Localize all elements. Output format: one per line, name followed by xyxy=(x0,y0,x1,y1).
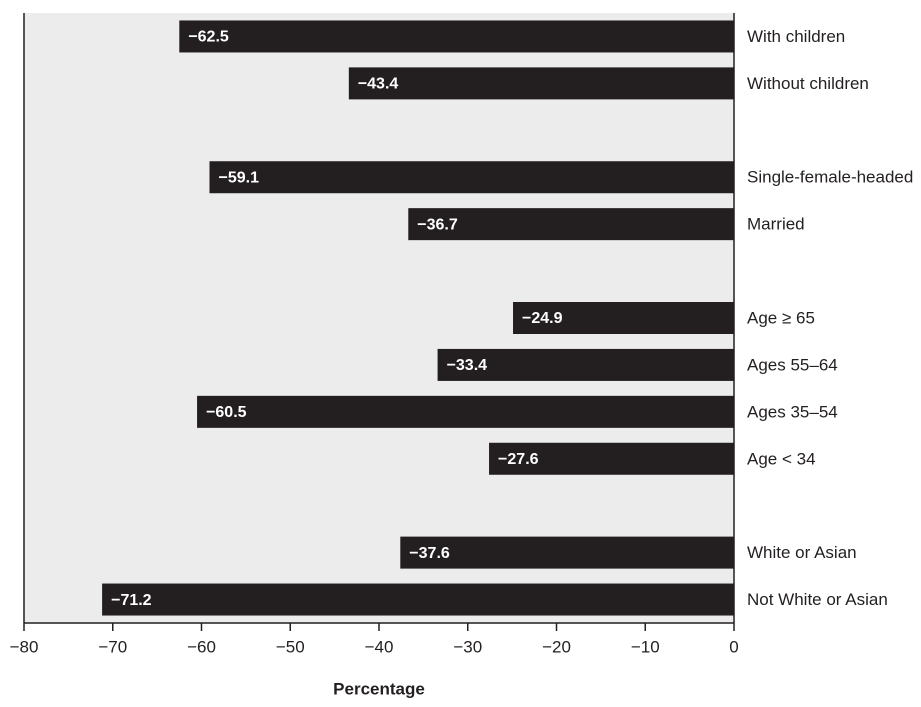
x-tick-label: −70 xyxy=(98,637,127,656)
value-label: −27.6 xyxy=(498,451,539,468)
bar xyxy=(437,348,734,381)
x-axis-title: Percentage xyxy=(333,679,425,698)
value-label: −36.7 xyxy=(417,216,458,233)
x-tick-label: −60 xyxy=(187,637,216,656)
category-label: Married xyxy=(747,215,805,234)
category-label: Ages 35–54 xyxy=(747,402,838,421)
bar xyxy=(102,583,735,616)
value-label: −33.4 xyxy=(447,357,488,374)
category-label: Age < 34 xyxy=(747,449,816,468)
category-label: Age ≥ 65 xyxy=(747,308,815,327)
x-tick-label: −20 xyxy=(542,637,571,656)
category-label: Ages 55–64 xyxy=(747,355,838,374)
bar xyxy=(400,536,734,569)
value-label: −37.6 xyxy=(409,545,450,562)
value-label: −62.5 xyxy=(188,29,229,46)
x-tick-label: −50 xyxy=(276,637,305,656)
bar xyxy=(209,161,735,194)
bar xyxy=(348,67,734,100)
category-label: Without children xyxy=(747,74,869,93)
value-label: −71.2 xyxy=(111,592,152,609)
bar xyxy=(197,395,734,428)
value-label: −24.9 xyxy=(522,310,563,327)
category-label: With children xyxy=(747,27,845,46)
x-tick-label: −80 xyxy=(10,637,39,656)
bar xyxy=(408,208,734,241)
value-label: −60.5 xyxy=(206,404,247,421)
value-label: −59.1 xyxy=(218,169,259,186)
category-label: White or Asian xyxy=(747,543,857,562)
bar xyxy=(179,20,734,53)
x-tick-label: 0 xyxy=(729,637,738,656)
value-label: −43.4 xyxy=(358,76,399,93)
x-tick-label: −40 xyxy=(365,637,394,656)
x-tick-label: −30 xyxy=(453,637,482,656)
category-label: Single-female-headed xyxy=(747,168,913,187)
bar xyxy=(513,302,734,334)
category-label: Not White or Asian xyxy=(747,590,888,609)
x-tick-label: −10 xyxy=(631,637,660,656)
bar xyxy=(489,442,734,475)
